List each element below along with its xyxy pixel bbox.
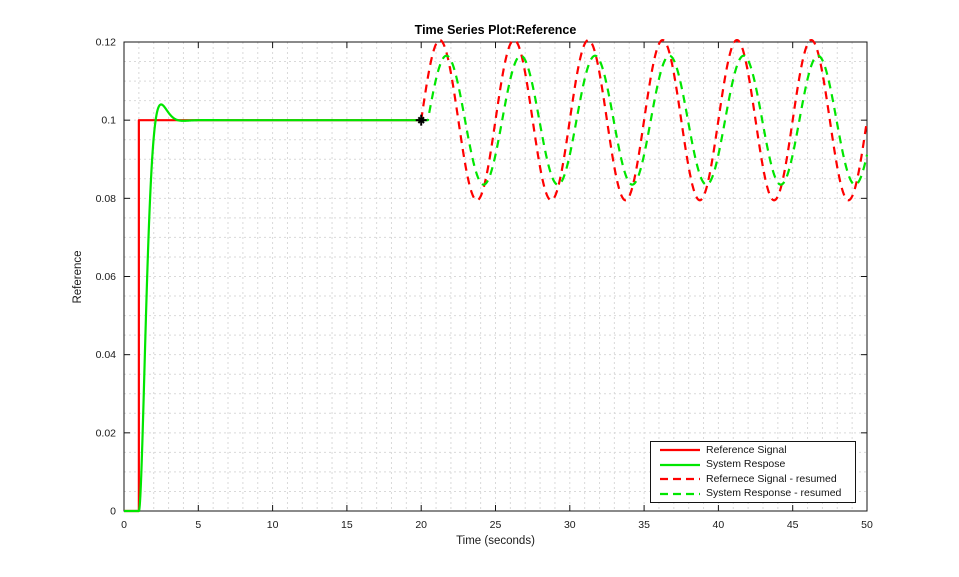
legend-label: System Respose bbox=[706, 458, 786, 471]
x-tick-label: 15 bbox=[341, 519, 353, 531]
legend-entry-system-respose: System Respose bbox=[651, 458, 855, 472]
series-system-respose bbox=[124, 103, 422, 513]
axis-ticks bbox=[123, 41, 868, 512]
x-tick-label: 35 bbox=[638, 519, 650, 531]
y-tick-label: 0.1 bbox=[101, 115, 116, 127]
x-tick-label: 10 bbox=[267, 519, 279, 531]
legend-label: Refernece Signal - resumed bbox=[706, 472, 837, 485]
legend-solid-line-sample bbox=[660, 463, 700, 466]
y-tick-label: 0.12 bbox=[96, 37, 117, 49]
y-tick-label: 0.06 bbox=[96, 271, 117, 283]
legend-label: System Response - resumed bbox=[706, 487, 842, 500]
legend-entry-refernece-signal-resumed: Refernece Signal - resumed bbox=[651, 472, 855, 486]
y-axis-label: Reference bbox=[72, 250, 84, 304]
legend-solid-line-sample bbox=[660, 449, 700, 452]
chart-title: Time Series Plot:Reference bbox=[414, 23, 577, 37]
tick-labels: 0 5 10 15 20 25 30 35 40 45 50 0 0.02 0.04 0.06 0.08 0.1… bbox=[96, 37, 873, 532]
x-tick-label: 45 bbox=[787, 519, 799, 531]
y-tick-label: 0 bbox=[110, 506, 116, 518]
y-tick-label: 0.04 bbox=[96, 349, 117, 361]
x-tick-label: 25 bbox=[490, 519, 502, 531]
x-tick-label: 50 bbox=[861, 519, 873, 531]
resume-marker-asterisk bbox=[415, 114, 427, 126]
legend: Reference Signal System Respose Refernece … bbox=[650, 441, 856, 503]
series-system-response-resumed bbox=[420, 54, 869, 186]
legend-entry-reference-signal: Reference Signal bbox=[651, 443, 855, 457]
x-tick-label: 0 bbox=[121, 519, 127, 531]
series-refernece-signal-resumed bbox=[420, 38, 869, 202]
legend-label: Reference Signal bbox=[706, 443, 787, 456]
x-tick-label: 30 bbox=[564, 519, 576, 531]
y-tick-label: 0.08 bbox=[96, 193, 117, 205]
x-tick-label: 40 bbox=[713, 519, 725, 531]
x-tick-label: 20 bbox=[415, 519, 427, 531]
legend-entry-system-response-resumed: System Response - resumed bbox=[651, 487, 855, 501]
grid-lines bbox=[124, 42, 867, 511]
y-tick-label: 0.02 bbox=[96, 427, 117, 439]
x-tick-label: 5 bbox=[195, 519, 201, 531]
x-axis-label: Time (seconds) bbox=[456, 535, 535, 547]
legend-dashed-line-sample bbox=[660, 492, 700, 495]
legend-dashed-line-sample bbox=[660, 478, 700, 481]
